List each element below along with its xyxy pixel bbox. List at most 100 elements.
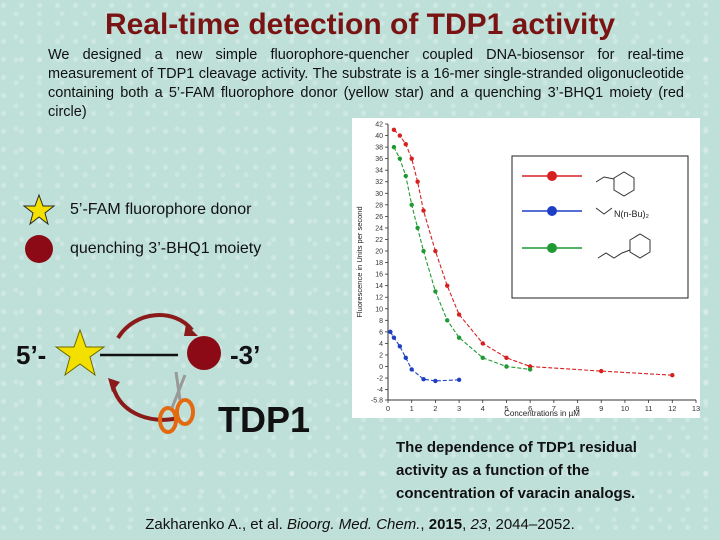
y-tick-label: 10 (375, 306, 383, 313)
data-point (480, 341, 485, 346)
data-point (397, 156, 403, 161)
y-tick-label: 4 (379, 341, 383, 348)
arrow-bottom-head (108, 378, 120, 392)
x-tick-label: 3 (457, 404, 461, 413)
chart-caption: The dependence of TDP1 residual activity… (396, 439, 637, 502)
x-tick-label: 1 (410, 404, 414, 413)
data-point (409, 202, 414, 208)
y-tick-label: 30 (375, 191, 383, 198)
series-line-2 (393, 146, 531, 370)
data-point (421, 208, 426, 213)
y-tick-label: 0 (379, 364, 383, 371)
y-tick-label: 32 (375, 179, 383, 186)
series-line-1 (389, 331, 460, 382)
data-point (415, 225, 420, 231)
legend-label-bhq1: quenching 3’-BHQ1 moiety (70, 240, 262, 257)
scissors-icon (158, 371, 195, 434)
citation-authors: Zakharenko A., et al. (145, 516, 283, 533)
legend-blue-marker (547, 206, 557, 216)
data-point (527, 367, 533, 372)
data-point (504, 355, 509, 361)
y-tick-label: 26 (375, 214, 383, 221)
data-point (409, 156, 414, 161)
y-tick-label: 18 (375, 260, 383, 267)
arrow-top-head (184, 324, 198, 336)
slide-title: Real-time detection of TDP1 activity (104, 8, 616, 41)
chart-y-label: Fluorescence in Units per second (355, 206, 364, 317)
y-tick-label: 2 (379, 352, 383, 359)
data-point (403, 173, 408, 179)
star-icon (22, 193, 56, 226)
x-tick-label: 9 (599, 404, 603, 413)
x-tick-label: 6 (528, 404, 532, 413)
data-point (456, 335, 462, 340)
fam-star-icon (54, 328, 106, 377)
data-point (445, 283, 450, 288)
enzyme-label: TDP1 (218, 399, 310, 440)
circle-icon (25, 235, 53, 263)
y-tick-label: 6 (379, 329, 383, 336)
x-tick-label: 13 (692, 404, 700, 413)
morpholine-ethyl-structure-icon (597, 233, 651, 259)
y-tick-label: -5.8 (371, 398, 383, 405)
legend-star-row: 5’-FAM fluorophore donor (22, 193, 251, 227)
citation-journal: Bioorg. Med. Chem. (287, 516, 421, 533)
arrow-bottom (110, 379, 179, 422)
data-point (599, 368, 604, 374)
legend-circle-row: quenching 3’-BHQ1 moiety (22, 232, 261, 266)
x-tick-label: 11 (645, 404, 653, 413)
data-point (433, 248, 438, 254)
data-point (388, 329, 393, 335)
morpholine-structure-icon (595, 171, 635, 197)
data-point (415, 179, 420, 184)
chart-axes: 424038363432302826242220181614121086420-… (371, 122, 700, 414)
five-prime-label: 5’- (16, 340, 46, 370)
citation: Zakharenko A., et al. Bioorg. Med. Chem.… (145, 516, 575, 533)
legend-label-fam: 5’-FAM fluorophore donor (70, 201, 252, 218)
y-tick-label: 22 (375, 237, 383, 244)
data-point (456, 377, 462, 382)
legend-entry-morpholine-ethyl (522, 233, 651, 259)
data-point (397, 133, 403, 138)
y-tick-label: 40 (375, 133, 383, 140)
y-tick-label: 28 (375, 202, 383, 209)
y-tick-label: -4 (377, 387, 383, 394)
data-point (391, 127, 397, 132)
data-point (480, 355, 485, 361)
y-tick-label: 24 (375, 225, 383, 232)
legend-red-marker (547, 171, 557, 181)
x-tick-label: 10 (621, 404, 629, 413)
data-point (403, 355, 408, 361)
arrow-top (116, 313, 194, 340)
chart-legend-box: N(n-Bu)₂ (511, 155, 689, 299)
x-tick-label: 8 (575, 404, 579, 413)
data-point (456, 312, 462, 317)
data-point (670, 372, 675, 378)
y-tick-label: 12 (375, 295, 383, 302)
legend-green-marker (547, 243, 557, 253)
activity-chart: 424038363432302826242220181614121086420-… (352, 118, 700, 418)
citation-pages: 2044–2052. (495, 516, 575, 533)
chart-x-label: Concentrations in µM (504, 409, 580, 418)
data-point (433, 378, 438, 384)
intro-paragraph: We designed a new simple fluorophore-que… (48, 47, 684, 120)
citation-volume: 23 (470, 516, 488, 533)
legend-entry-dibutylamine: N(n-Bu)₂ (522, 206, 650, 219)
x-tick-label: 0 (386, 404, 390, 413)
chart-series (388, 127, 675, 384)
data-point (391, 335, 397, 340)
x-tick-label: 5 (504, 404, 508, 413)
y-tick-label: -2 (377, 376, 383, 383)
dibutylamine-structure-icon (595, 207, 613, 215)
svg-text:N(n-Bu)₂: N(n-Bu)₂ (614, 209, 650, 219)
data-point (397, 344, 403, 349)
three-prime-label: -3’ (230, 340, 260, 370)
y-tick-label: 14 (375, 283, 383, 290)
cleavage-scheme: 5’- -3’ TDP1 (16, 313, 310, 440)
citation-year: 2015 (428, 516, 463, 533)
y-tick-label: 34 (375, 168, 383, 175)
series-line-0 (393, 129, 673, 376)
bhq1-circle-icon (187, 336, 221, 370)
y-tick-label: 42 (375, 122, 383, 129)
y-tick-label: 38 (375, 145, 383, 152)
